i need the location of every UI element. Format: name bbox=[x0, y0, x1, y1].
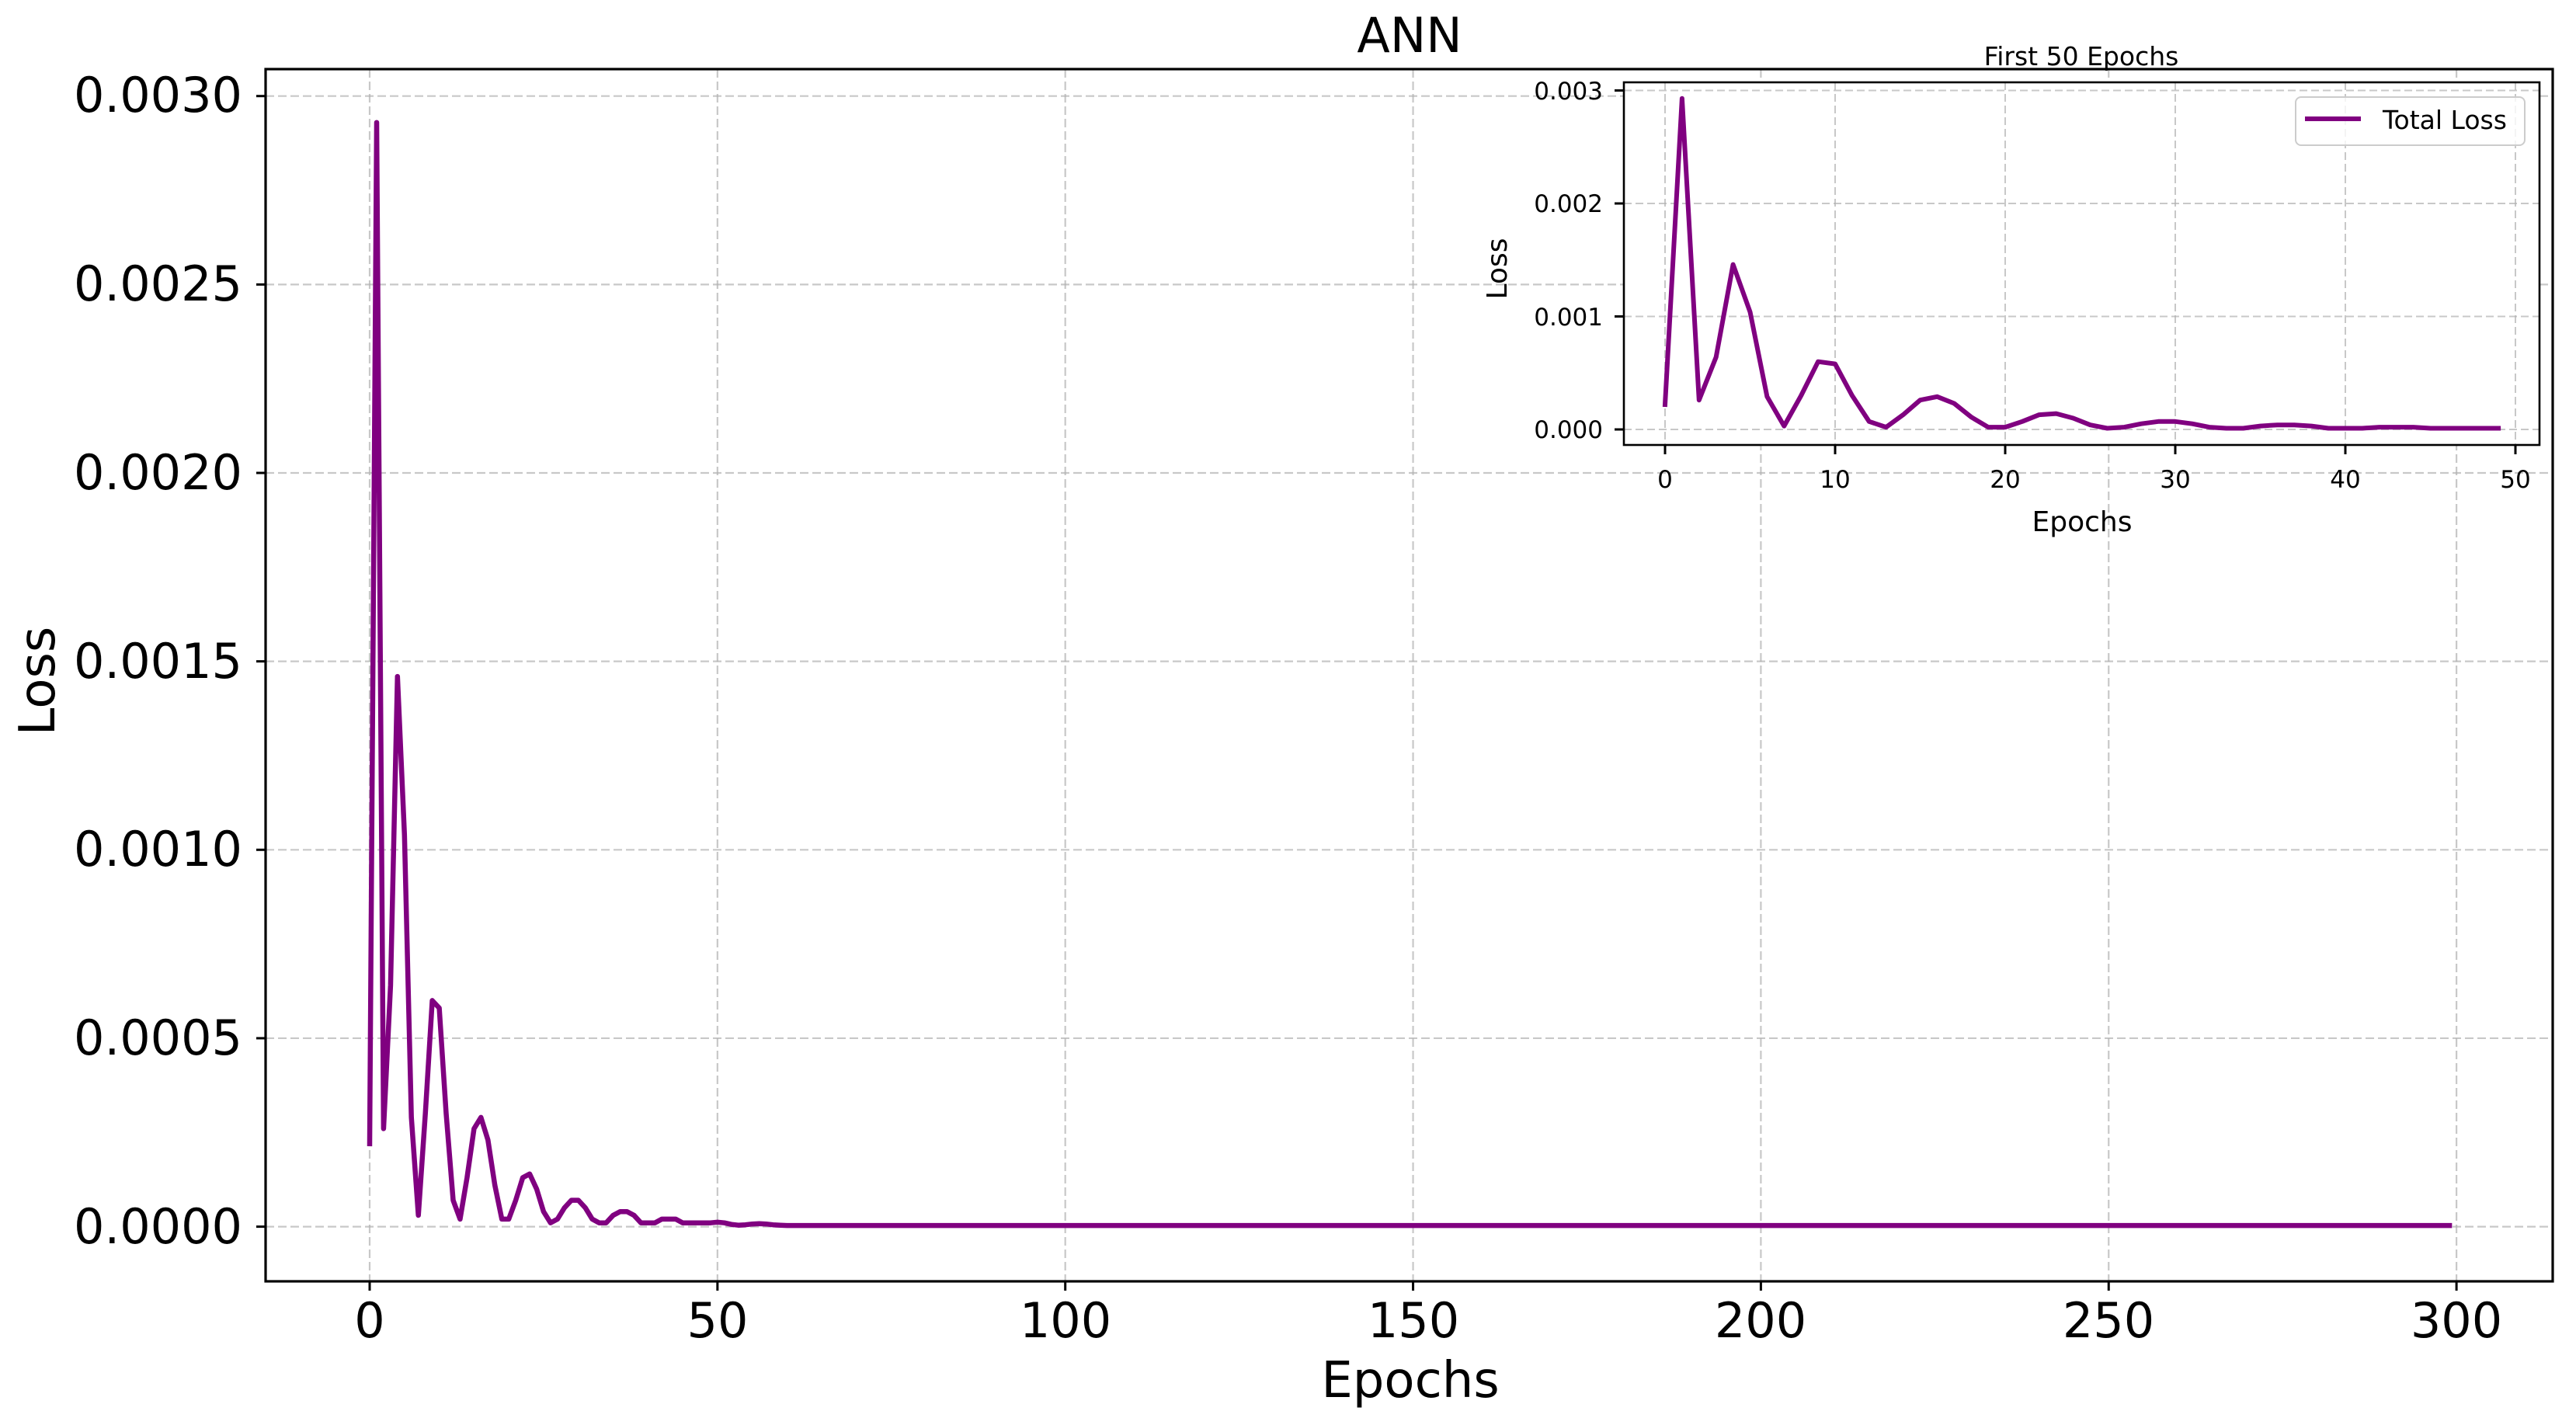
inset-xtick-label: 0 bbox=[1657, 466, 1673, 494]
main-chart-title: ANN bbox=[1357, 7, 1462, 64]
main-xtick-label: 100 bbox=[1020, 1292, 1111, 1349]
main-xtick-label: 250 bbox=[2063, 1292, 2154, 1349]
inset-axes: 0.000 0.001 0.002 0.003 0 10 20 30 40 50… bbox=[1482, 41, 2541, 538]
inset-xtick-label: 10 bbox=[1820, 466, 1850, 494]
inset-ytick-label: 0.002 bbox=[1534, 190, 1603, 218]
inset-xtick-label: 40 bbox=[2330, 466, 2360, 494]
main-tick-marks bbox=[256, 95, 2458, 1291]
main-xtick-label: 150 bbox=[1368, 1292, 1459, 1349]
main-ytick-label: 0.0030 bbox=[74, 67, 242, 123]
legend: Total Loss bbox=[2295, 96, 2526, 146]
inset-chart-title: First 50 Epochs bbox=[1984, 41, 2179, 71]
main-xtick-label: 200 bbox=[1715, 1292, 1806, 1349]
main-ytick-label: 0.0020 bbox=[74, 444, 242, 501]
main-y-axis-label: Loss bbox=[9, 627, 67, 735]
inset-xtick-label: 30 bbox=[2160, 466, 2190, 494]
main-xtick-label: 0 bbox=[354, 1292, 384, 1349]
inset-ytick-label: 0.000 bbox=[1534, 416, 1603, 444]
main-ytick-label: 0.0015 bbox=[74, 633, 242, 690]
inset-x-axis-label: Epochs bbox=[2032, 506, 2133, 538]
inset-xtick-label: 20 bbox=[1990, 466, 2020, 494]
main-xtick-label: 300 bbox=[2411, 1292, 2502, 1349]
inset-ytick-label: 0.003 bbox=[1534, 78, 1603, 106]
legend-label: Total Loss bbox=[2382, 105, 2507, 135]
inset-ytick-label: 0.001 bbox=[1534, 304, 1603, 332]
main-ytick-label: 0.0000 bbox=[74, 1198, 242, 1255]
inset-y-axis-label: Loss bbox=[1482, 238, 1514, 300]
main-ytick-label: 0.0025 bbox=[74, 255, 242, 312]
main-x-axis-label: Epochs bbox=[1321, 1352, 1499, 1409]
main-loss-line bbox=[367, 120, 2453, 1229]
main-ytick-label: 0.0005 bbox=[74, 1010, 242, 1066]
main-ytick-label: 0.0010 bbox=[74, 821, 242, 878]
main-xtick-label: 50 bbox=[687, 1292, 749, 1349]
inset-loss-line bbox=[1662, 96, 2501, 431]
inset-axes-frame bbox=[1622, 81, 2541, 447]
inset-xtick-label: 50 bbox=[2500, 466, 2530, 494]
inset-tick-marks bbox=[1615, 89, 2517, 454]
main-axes-frame bbox=[264, 68, 2554, 1283]
legend-box bbox=[2295, 96, 2526, 146]
